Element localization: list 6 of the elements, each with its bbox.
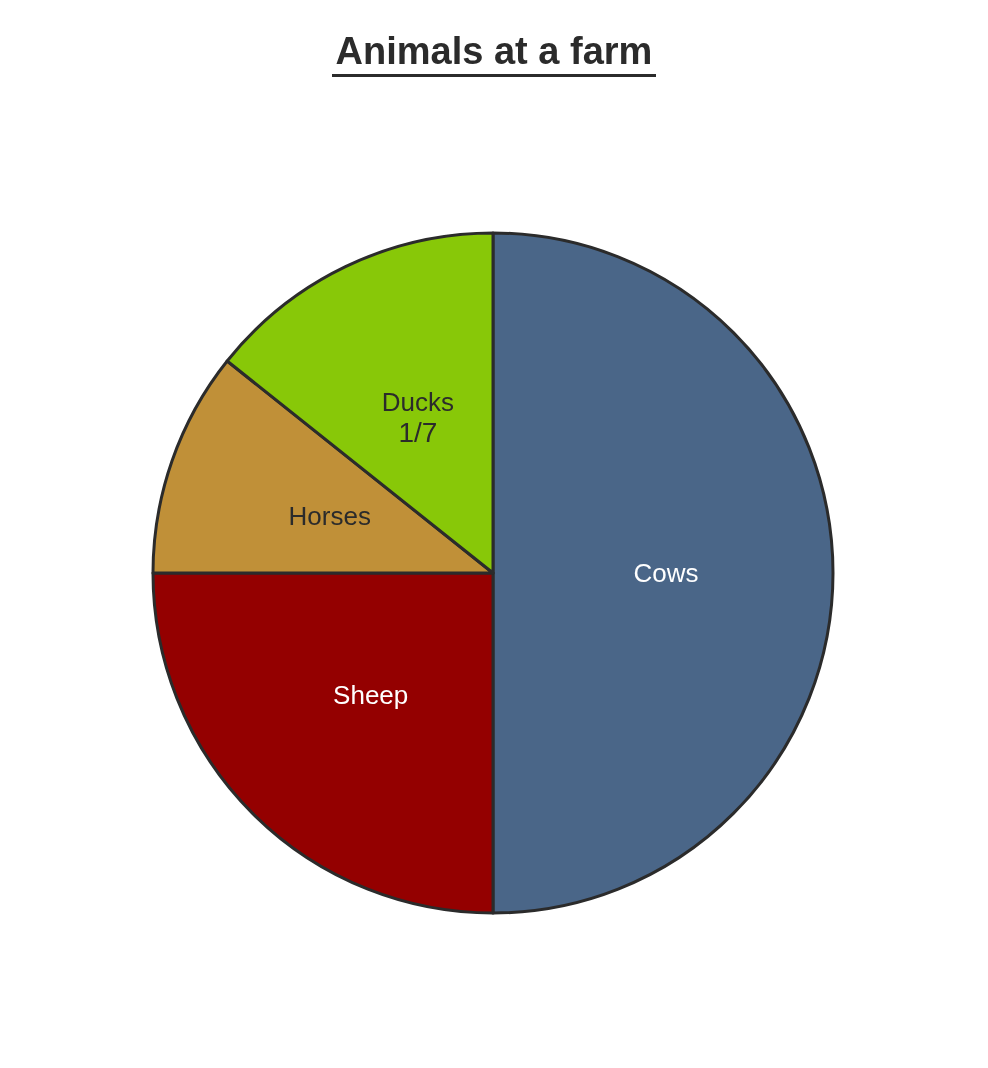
data-label: 1/7: [398, 416, 438, 448]
slice-label: Cows: [633, 558, 699, 588]
slice-label: Sheep: [333, 680, 409, 711]
slice-label: Ducks: [381, 387, 455, 418]
chart-title: Animals at a farm: [331, 30, 657, 77]
slice-label: Horses: [288, 500, 371, 531]
